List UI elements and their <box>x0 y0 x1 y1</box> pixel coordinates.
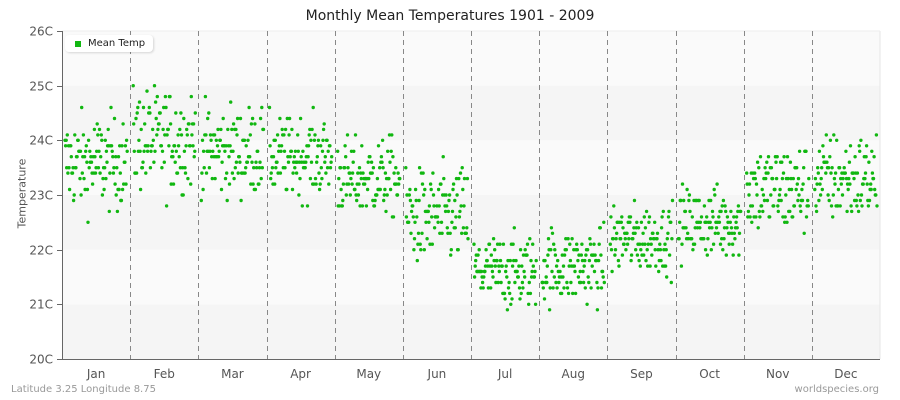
legend-label: Mean Temp <box>88 38 146 49</box>
svg-text:24C: 24C <box>29 134 53 148</box>
svg-text:Sep: Sep <box>630 367 653 381</box>
y-axis-label: Temperature <box>15 158 29 229</box>
svg-text:Jan: Jan <box>86 367 106 381</box>
source-credit[interactable]: worldspecies.org <box>794 384 879 395</box>
svg-text:Dec: Dec <box>834 367 857 381</box>
svg-text:21C: 21C <box>29 298 53 312</box>
svg-text:Apr: Apr <box>290 367 311 381</box>
svg-text:Oct: Oct <box>699 367 720 381</box>
svg-text:23C: 23C <box>29 189 53 203</box>
location-caption: Latitude 3.25 Longitude 8.75 <box>11 384 156 395</box>
legend-swatch-icon <box>75 40 81 47</box>
svg-text:25C: 25C <box>29 80 53 94</box>
svg-text:Mar: Mar <box>221 367 244 381</box>
svg-text:Jun: Jun <box>427 367 447 381</box>
svg-text:Feb: Feb <box>154 367 175 381</box>
svg-text:May: May <box>356 367 381 381</box>
svg-text:20C: 20C <box>29 353 53 367</box>
svg-text:Nov: Nov <box>766 367 789 381</box>
svg-text:Jul: Jul <box>497 367 512 381</box>
svg-text:Aug: Aug <box>562 367 585 381</box>
svg-text:26C: 26C <box>29 25 53 39</box>
legend[interactable]: Mean Temp <box>65 35 153 52</box>
svg-text:22C: 22C <box>29 244 53 258</box>
chart-title: Monthly Mean Temperatures 1901 - 2009 <box>305 8 595 24</box>
